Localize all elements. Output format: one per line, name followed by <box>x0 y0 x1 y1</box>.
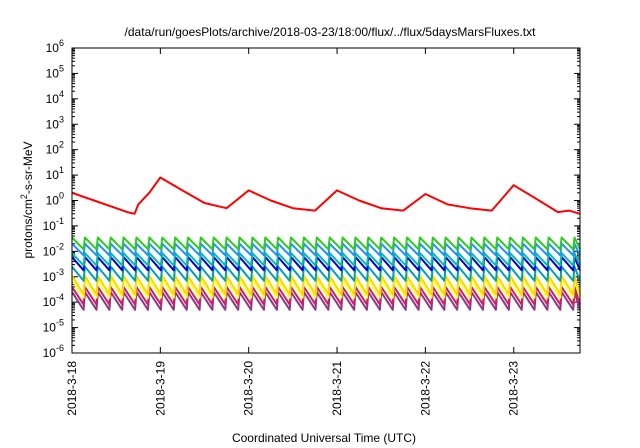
x-tick-label: 2018-3-18 <box>65 361 79 416</box>
y-tick-label: 10-4 <box>43 292 64 309</box>
y-tick-label: 102 <box>46 140 64 157</box>
x-tick-label: 2018-3-23 <box>507 361 521 416</box>
y-axis-label-prefix: protons/cm <box>21 199 35 258</box>
y-axis-label-superscript: 2 <box>19 194 29 199</box>
y-tick-label: 10-3 <box>43 267 64 284</box>
y-tick-label: 10-6 <box>43 343 64 360</box>
series-line <box>71 236 581 251</box>
x-tick-label: 2018-3-22 <box>418 361 432 416</box>
series-group <box>71 176 581 311</box>
plot-frame <box>71 47 581 354</box>
y-tick-label: 100 <box>46 191 64 208</box>
series-line <box>71 252 581 267</box>
y-tick-label: 10-2 <box>43 241 64 258</box>
x-tick-labels: 2018-3-18 2018-3-19 2018-3-20 2018-3-21 2018… <box>65 361 521 416</box>
y-axis-label-suffix: -s-sr-MeV <box>21 141 35 194</box>
y-tick-label: 101 <box>46 165 64 182</box>
x-axis-label: Coordinated Universal Time (UTC) <box>232 431 416 445</box>
y-tick-label: 106 <box>46 38 64 55</box>
y-tick-label: 105 <box>46 63 64 80</box>
y-tick-label: 104 <box>46 89 64 106</box>
y-tick-label: 10-5 <box>43 318 64 335</box>
y-tick-label: 10-1 <box>43 216 64 233</box>
chart-title: /data/run/goesPlots/archive/2018-03-23/1… <box>125 25 537 39</box>
x-tick-label: 2018-3-19 <box>153 361 167 416</box>
y-axis-label: protons/cm2-s-sr-MeV <box>19 141 35 258</box>
x-tick-label: 2018-3-20 <box>242 361 256 416</box>
x-tick-label: 2018-3-21 <box>330 361 344 416</box>
y-tick-label: 103 <box>46 114 64 131</box>
series-line <box>71 176 581 215</box>
y-tick-labels: 10-6 10-5 10-4 10-3 10-2 10-1 100 101 102 103 104 1… <box>43 38 64 360</box>
